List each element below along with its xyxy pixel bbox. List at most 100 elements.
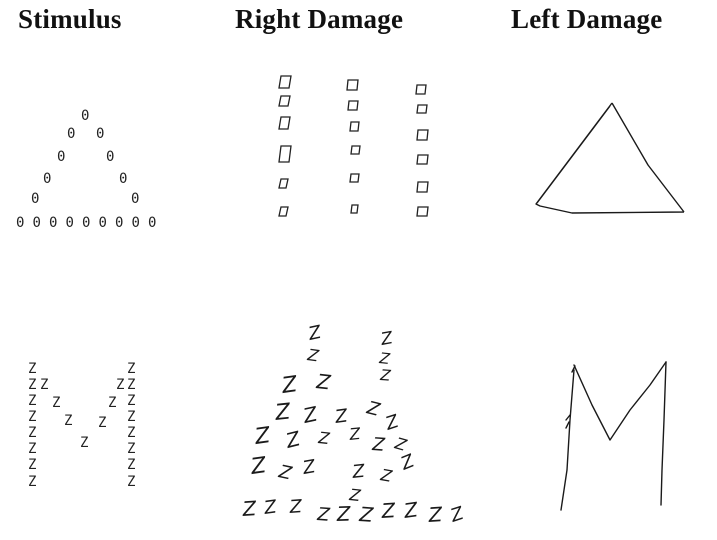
- stimulus-m-element: Z: [80, 435, 88, 451]
- stimulus-m-element: Z: [28, 457, 36, 473]
- right-damage-z-stroke: Z: [248, 453, 268, 480]
- stimulus-m-element: Z: [98, 415, 106, 431]
- stimulus-m-element: Z: [116, 377, 124, 393]
- right-damage-z-stroke: Z: [350, 461, 366, 483]
- right-damage-z-stroke: Z: [252, 423, 272, 450]
- stimulus-m-element: Z: [28, 361, 36, 377]
- stimulus-triangle-element: 0: [49, 215, 57, 231]
- stimulus-triangle-element: 0: [148, 215, 156, 231]
- right-damage-z-stroke: Z: [316, 504, 331, 526]
- right-damage-z-stroke: Z: [335, 501, 352, 526]
- stimulus-triangle-element: 0: [57, 149, 65, 165]
- right-damage-column-1-square: [278, 206, 289, 217]
- right-damage-z-stroke: Z: [276, 461, 294, 484]
- stimulus-triangle-element: 0: [31, 191, 39, 207]
- right-damage-z-stroke: Z: [401, 497, 420, 523]
- right-damage-column-2-square: [349, 173, 360, 183]
- right-damage-column-3-square: [416, 181, 429, 193]
- stimulus-triangle-element: 0: [132, 215, 140, 231]
- header-stimulus: Stimulus: [18, 4, 122, 34]
- right-damage-columns: [278, 75, 429, 217]
- right-damage-z-stroke: Z: [358, 502, 376, 527]
- right-damage-column-1-square: [278, 145, 292, 163]
- right-damage-z-stroke: Z: [300, 401, 321, 428]
- right-damage-z-stroke: Z: [397, 450, 418, 475]
- right-damage-column-1-square: [278, 95, 291, 107]
- stimulus-m-element: Z: [127, 441, 135, 457]
- right-damage-column-1-square: [278, 116, 291, 130]
- stimulus-m-element: Z: [127, 457, 135, 473]
- right-damage-z-stroke: Z: [348, 485, 363, 505]
- right-damage-column-3-square: [416, 206, 429, 217]
- stimulus-m-element: Z: [64, 413, 72, 429]
- right-damage-z-stroke: Z: [282, 426, 303, 453]
- right-damage-z-stroke: Z: [333, 405, 350, 428]
- stimulus-triangle: 00 00 00 00 00 0 0 0 0 0 0 0 0: [16, 108, 156, 231]
- left-damage-m: [560, 361, 667, 511]
- right-damage-column-1-square: [278, 75, 292, 89]
- stimulus-triangle-element: 0: [119, 171, 127, 187]
- header-right-damage: Right Damage: [235, 4, 404, 34]
- right-damage-z-stroke: Z: [317, 428, 332, 448]
- stimulus-triangle-element: 0: [131, 191, 139, 207]
- right-damage-column-2-square: [347, 100, 359, 111]
- right-damage-z-stroke: Z: [382, 411, 402, 435]
- stimulus-m-element: Z: [108, 395, 116, 411]
- right-damage-z-stroke: Z: [447, 503, 467, 527]
- right-damage-z-stroke: Z: [364, 397, 383, 421]
- stimulus-m-element: Z: [28, 409, 36, 425]
- stimulus-m-element: Z: [52, 395, 60, 411]
- right-damage-column-3-square: [416, 129, 429, 141]
- right-damage-column-3-square: [416, 104, 428, 114]
- stimulus-triangle-element: 0: [106, 149, 114, 165]
- right-damage-column-2-square: [350, 204, 359, 214]
- right-damage-z-stroke: Z: [305, 345, 321, 366]
- header-left-damage: Left Damage: [511, 4, 663, 34]
- stimulus-m-element: Z: [28, 393, 36, 409]
- stimulus-m-element: Z: [28, 441, 36, 457]
- right-damage-z-stroke: Z: [378, 328, 394, 350]
- right-damage-z-stroke: Z: [288, 496, 303, 518]
- stimulus-m-element: Z: [127, 409, 135, 425]
- stimulus-m-element: Z: [28, 425, 36, 441]
- right-damage-z-stroke: Z: [379, 366, 392, 385]
- right-damage-z-stroke: Z: [241, 496, 259, 521]
- stimulus-m-element: Z: [127, 474, 135, 490]
- stimulus-m-element: Z: [127, 393, 135, 409]
- right-damage-z-stroke: Z: [306, 322, 324, 345]
- stimulus-triangle-element: 0: [16, 215, 24, 231]
- stimulus-triangle-element: 0: [33, 215, 41, 231]
- right-damage-column-1-square: [278, 178, 289, 189]
- stimulus-triangle-element: 0: [96, 126, 104, 142]
- right-damage-z-stroke: Z: [378, 349, 392, 368]
- stimulus-m-element: Z: [28, 377, 36, 393]
- right-damage-z-stroke: Z: [314, 369, 332, 395]
- right-damage-z-stroke: Z: [371, 434, 386, 456]
- stimulus-triangle-element: 0: [82, 215, 90, 231]
- right-damage-column-3-square: [416, 154, 429, 165]
- right-damage-z-stroke: Z: [273, 399, 293, 426]
- stimulus-triangle-element: 0: [43, 171, 51, 187]
- stimulus-triangle-element: 0: [115, 215, 123, 231]
- stimulus-triangle-element: 0: [99, 215, 107, 231]
- right-damage-z-stroke: Z: [262, 496, 279, 519]
- right-damage-z-stroke: Z: [347, 424, 362, 444]
- right-damage-column-2-square: [350, 145, 361, 155]
- right-damage-z-stroke: Z: [300, 456, 317, 479]
- stimulus-m-element: Z: [40, 377, 48, 393]
- right-damage-column-3-square: [415, 84, 427, 95]
- right-damage-z-stroke: Z: [279, 372, 299, 399]
- stimulus-m-element: Z: [28, 474, 36, 490]
- right-damage-z-stroke: Z: [427, 502, 445, 527]
- stimulus-m-element: Z: [127, 425, 135, 441]
- right-damage-z-stroke: Z: [378, 465, 394, 486]
- stimulus-triangle-element: 0: [67, 126, 75, 142]
- stimulus-triangle-element: 0: [81, 108, 89, 124]
- left-damage-triangle: [535, 102, 685, 214]
- right-damage-column-2-square: [346, 79, 359, 91]
- stimulus-m-element: Z: [127, 377, 135, 393]
- stimulus-m-element: Z: [127, 361, 135, 377]
